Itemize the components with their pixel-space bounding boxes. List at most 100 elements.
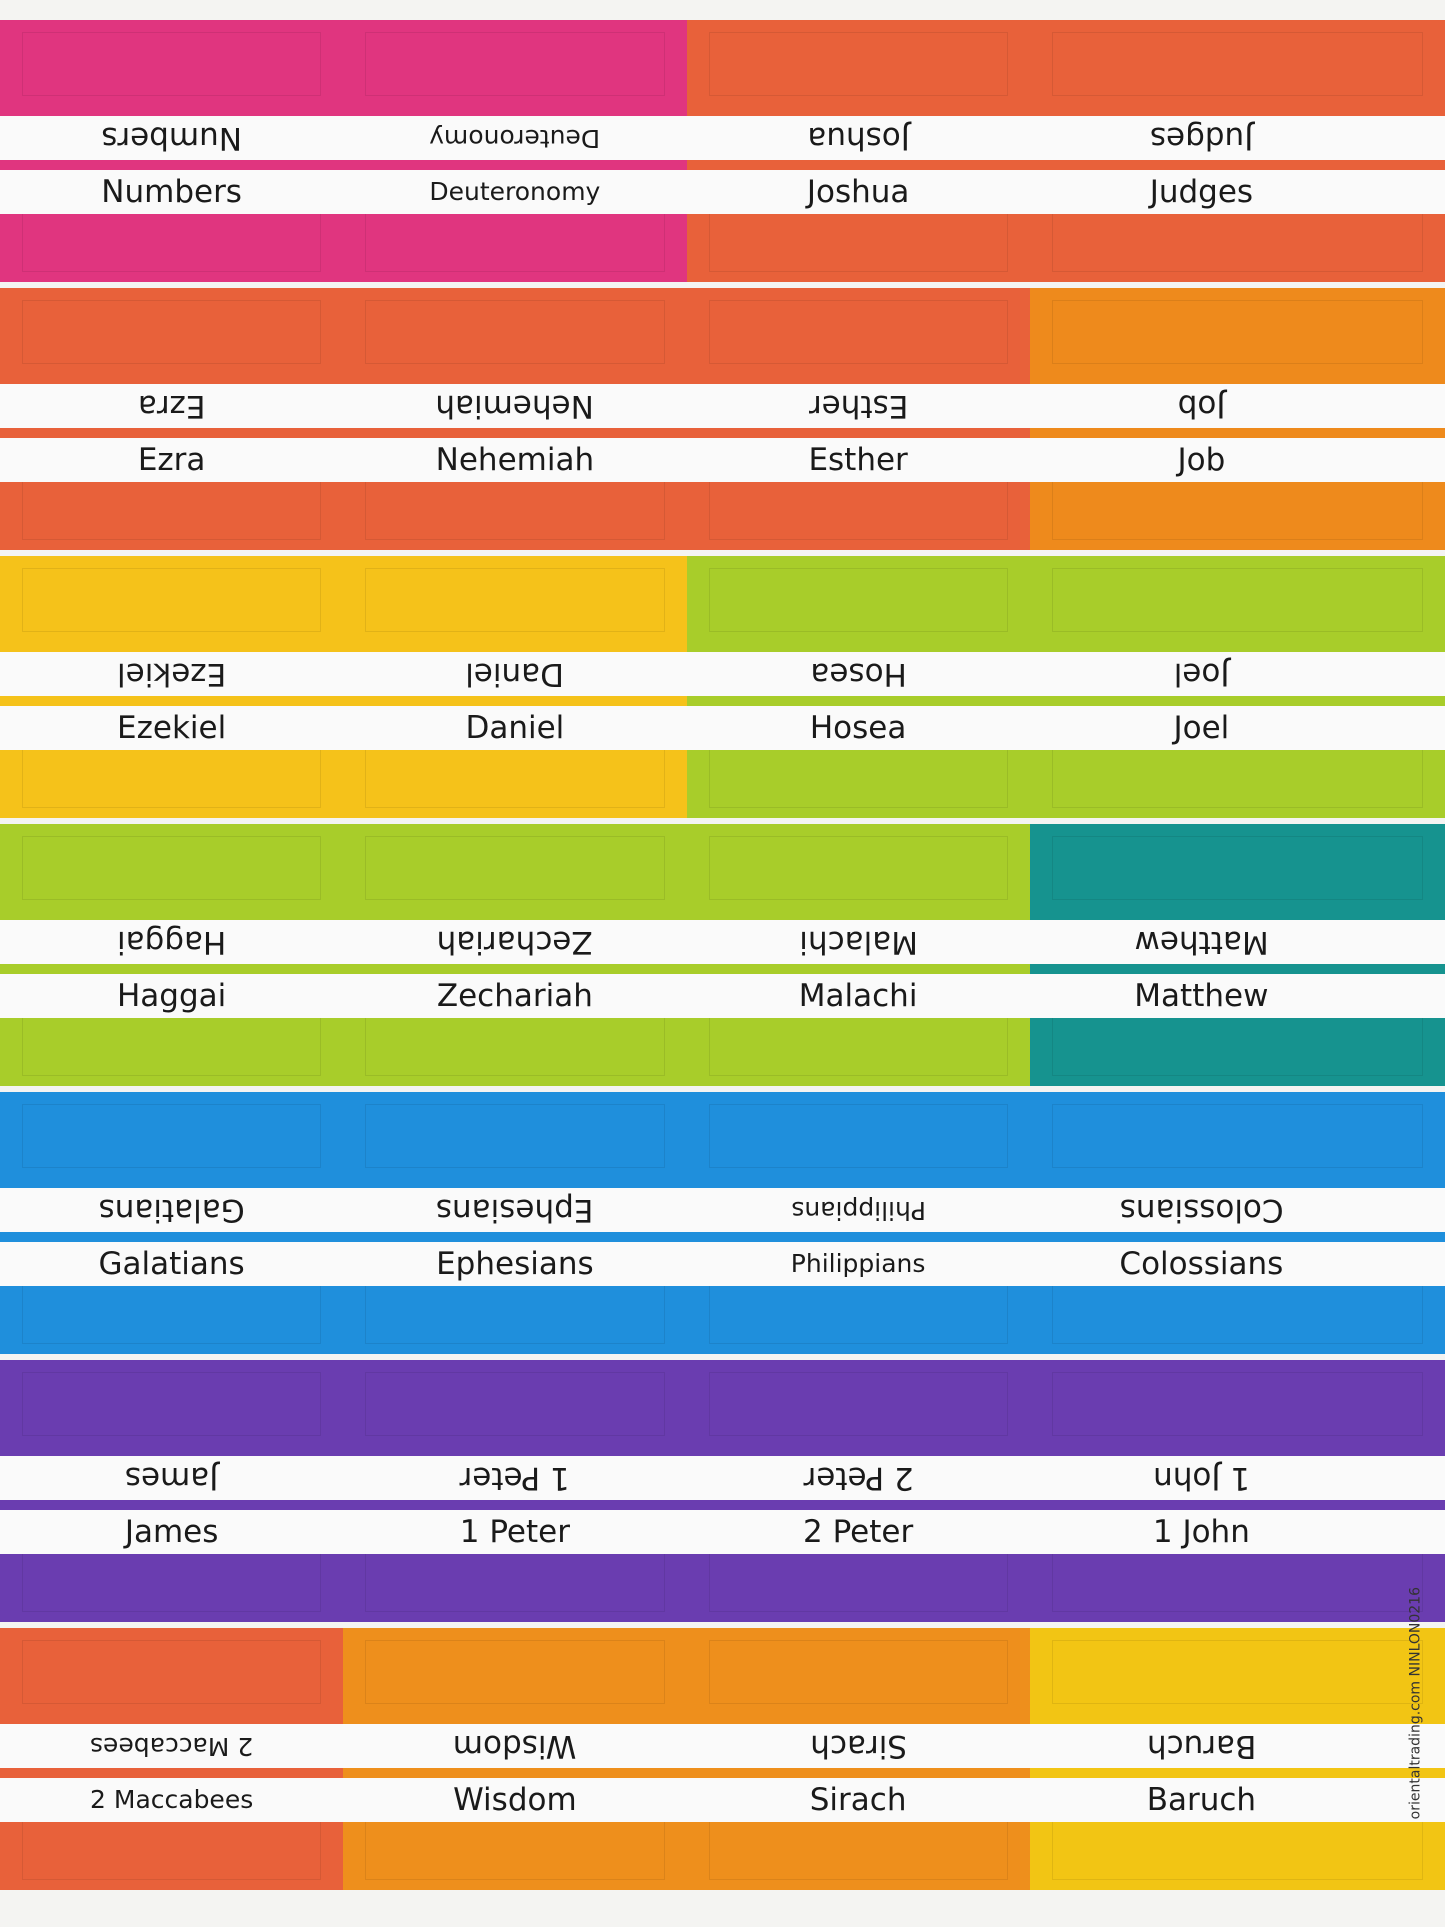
tab-label-inverted: Philippians — [790, 1196, 926, 1225]
tab-frame — [365, 476, 665, 540]
tab-row: Numbers Deuteronomy Joshua Judges Numbers Deu… — [0, 20, 1445, 282]
tab-row: Galatians Ephesians Philippians Colossians G… — [0, 1092, 1445, 1354]
tab-frame — [22, 836, 322, 900]
tab-label-inverted: Hosea — [809, 656, 907, 692]
tab-label: Joshua — [806, 174, 910, 210]
tab-frame — [22, 1372, 322, 1436]
tab-frame — [1051, 1816, 1423, 1880]
tab-label: Hosea — [809, 710, 907, 746]
tab-label-inverted: Sirach — [809, 1728, 907, 1764]
tab-frame — [22, 1280, 322, 1344]
tab-frame — [708, 476, 1008, 540]
tab-frame — [1051, 744, 1423, 808]
tab-frame — [1051, 476, 1423, 540]
label-strip: Galatians Ephesians Philippians Colossians — [0, 1242, 1445, 1286]
tab-frame — [365, 568, 665, 632]
tab-frame — [708, 1640, 1008, 1704]
tab-frame — [1051, 836, 1423, 900]
tab-label-inverted: Deuteronomy — [429, 124, 601, 153]
tab-frame — [22, 208, 322, 272]
tab-label: Malachi — [798, 978, 918, 1014]
tab-frame — [22, 1012, 322, 1076]
tab-frame — [365, 1280, 665, 1344]
tab-label-inverted: James — [124, 1460, 219, 1496]
tab-frame — [708, 1548, 1008, 1612]
label-strip: Numbers Deuteronomy Joshua Judges — [0, 116, 1445, 160]
label-strip: Numbers Deuteronomy Joshua Judges — [0, 170, 1445, 214]
tab-label-inverted: Baruch — [1146, 1728, 1257, 1764]
tab-frame — [1051, 1104, 1423, 1168]
tab-frame — [708, 1012, 1008, 1076]
tab-label-inverted: 2 Peter — [803, 1460, 914, 1496]
tab-label: Baruch — [1146, 1782, 1257, 1818]
tab-frame — [1051, 300, 1423, 364]
tab-label: Numbers — [101, 174, 242, 210]
tab-label-inverted: Galatians — [98, 1192, 245, 1228]
tab-label-inverted: Wisdom — [453, 1728, 577, 1764]
label-strip: Ezekiel Daniel Hosea Joel — [0, 706, 1445, 750]
tab-label-inverted: 2 Maccabees — [90, 1732, 254, 1761]
tab-label: Matthew — [1134, 978, 1269, 1014]
tab-frame — [22, 1104, 322, 1168]
label-strip: Ezra Nehemiah Esther Job — [0, 438, 1445, 482]
tab-frame — [365, 300, 665, 364]
tab-label-inverted: Ezekiel — [117, 656, 227, 692]
tab-label: Sirach — [809, 1782, 907, 1818]
tab-frame — [1051, 1640, 1423, 1704]
tab-row: 2 Maccabees Wisdom Sirach Baruch 2 Maccabees… — [0, 1628, 1445, 1890]
label-strip: James 1 Peter 2 Peter 1 John — [0, 1510, 1445, 1554]
label-strip: 2 Maccabees Wisdom Sirach Baruch — [0, 1724, 1445, 1768]
tab-frame — [365, 836, 665, 900]
tab-frame — [22, 476, 322, 540]
label-strip: 2 Maccabees Wisdom Sirach Baruch — [0, 1778, 1445, 1822]
tab-label: Deuteronomy — [429, 177, 601, 206]
tab-label: James — [124, 1514, 219, 1550]
tab-frame — [365, 1640, 665, 1704]
tab-frame — [365, 32, 665, 96]
tab-frame — [22, 1640, 322, 1704]
tab-label: Joel — [1173, 710, 1230, 746]
tab-frame — [365, 744, 665, 808]
tab-frame — [1051, 568, 1423, 632]
tab-frame — [1051, 32, 1423, 96]
tab-label-inverted: Joshua — [806, 120, 910, 156]
tab-label: Zechariah — [436, 978, 593, 1014]
tab-label: Nehemiah — [435, 442, 595, 478]
tab-label-inverted: 1 John — [1152, 1460, 1250, 1496]
label-strip: Haggai Zechariah Malachi Matthew — [0, 974, 1445, 1018]
tab-row: Ezra Nehemiah Esther Job Ezra Nehemiah Esther J… — [0, 288, 1445, 550]
tab-label-inverted: Matthew — [1134, 924, 1269, 960]
tab-label: Ephesians — [436, 1246, 594, 1282]
tab-frame — [708, 1104, 1008, 1168]
tab-label: Colossians — [1119, 1246, 1284, 1282]
tab-label-inverted: Ephesians — [436, 1192, 594, 1228]
tab-frame — [708, 744, 1008, 808]
tab-frame — [22, 568, 322, 632]
tab-label: 1 John — [1152, 1514, 1250, 1550]
tab-label: 2 Maccabees — [90, 1785, 254, 1814]
tab-label: Daniel — [465, 710, 565, 746]
tab-label-inverted: Job — [1177, 388, 1226, 424]
tab-row: James 1 Peter 2 Peter 1 John James 1 Peter 2 P… — [0, 1360, 1445, 1622]
tab-frame — [365, 1816, 665, 1880]
tab-row: Ezekiel Daniel Hosea Joel Ezekiel Daniel Hosea… — [0, 556, 1445, 818]
tab-label-inverted: Daniel — [465, 656, 565, 692]
tab-label-inverted: Haggai — [116, 924, 227, 960]
tab-label: Judges — [1149, 174, 1254, 210]
side-text: orientaltrading.com NINLON0216 — [1407, 1587, 1423, 1820]
tab-row: Haggai Zechariah Malachi Matthew Haggai Zecha… — [0, 824, 1445, 1086]
tab-frame — [1051, 1280, 1423, 1344]
tab-label-inverted: Zechariah — [436, 924, 593, 960]
tab-frame — [1051, 1548, 1423, 1612]
tab-frame — [708, 1372, 1008, 1436]
tab-frame — [365, 208, 665, 272]
tab-label-inverted: Malachi — [798, 924, 918, 960]
tab-label-inverted: Nehemiah — [435, 388, 595, 424]
tab-frame — [22, 300, 322, 364]
tab-frame — [365, 1548, 665, 1612]
tab-frame — [708, 1280, 1008, 1344]
tab-label: Haggai — [116, 978, 227, 1014]
tab-label: Galatians — [98, 1246, 245, 1282]
tab-frame — [22, 32, 322, 96]
